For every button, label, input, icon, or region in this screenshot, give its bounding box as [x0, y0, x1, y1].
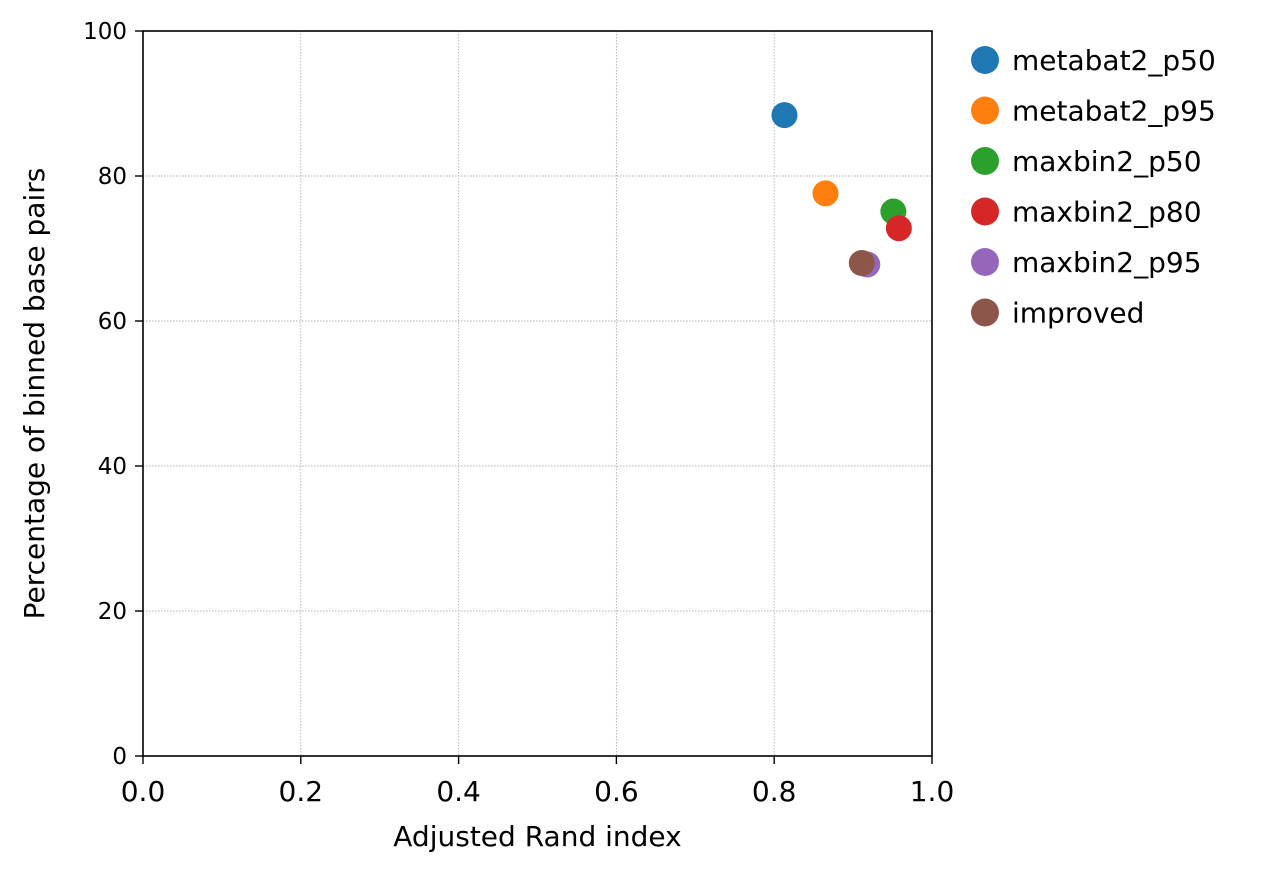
y-tick-label: 80 — [98, 164, 127, 190]
x-tick-label: 0.6 — [594, 775, 639, 808]
legend-entry-maxbin2_p80: maxbin2_p80 — [971, 196, 1202, 229]
legend-entry-maxbin2_p50: maxbin2_p50 — [971, 145, 1202, 178]
y-tick-label: 100 — [83, 19, 127, 45]
legend-entry-maxbin2_p95: maxbin2_p95 — [971, 246, 1202, 279]
data-points — [771, 102, 912, 278]
legend-label: maxbin2_p95 — [1012, 246, 1202, 279]
x-tick-label: 1.0 — [910, 775, 955, 808]
y-tick-label: 60 — [98, 309, 127, 335]
legend-marker — [971, 298, 999, 327]
data-point-maxbin2_p80 — [885, 215, 912, 242]
legend-label: maxbin2_p50 — [1012, 145, 1202, 178]
legend-entry-metabat2_p50: metabat2_p50 — [971, 44, 1216, 77]
legend-label: metabat2_p95 — [1012, 95, 1216, 128]
x-tick-label: 0.8 — [752, 775, 797, 808]
legend-entry-improved: improved — [971, 297, 1144, 330]
legend-label: maxbin2_p80 — [1012, 196, 1202, 229]
grid — [142, 30, 933, 757]
y-tick-label: 0 — [112, 744, 127, 770]
legend-marker — [971, 147, 999, 175]
legend-marker — [971, 46, 999, 74]
y-axis-label: Percentage of binned base pairs — [18, 168, 51, 620]
legend-marker — [971, 248, 999, 276]
data-point-improved — [848, 250, 875, 276]
ticks: 0.0 0.2 0.4 0.6 0.8 1.0 0 20 40 60 80 100 — [83, 19, 954, 808]
plot-frame — [142, 30, 933, 757]
data-point-metabat2_p50 — [771, 102, 798, 129]
legend: metabat2_p50 metabat2_p95 maxbin2_p50maxbi… — [971, 44, 1216, 330]
x-tick-label: 0.4 — [436, 775, 481, 808]
data-point-metabat2_p95 — [812, 180, 839, 207]
legend-label: improved — [1012, 297, 1144, 330]
x-axis-label: Adjusted Rand index — [393, 820, 681, 853]
legend-marker — [971, 197, 999, 226]
legend-label: metabat2_p50 — [1012, 44, 1216, 77]
legend-entry-metabat2_p95: metabat2_p95 — [971, 95, 1216, 128]
legend-marker — [971, 96, 999, 125]
y-tick-label: 40 — [98, 454, 127, 480]
x-tick-label: 0.0 — [121, 775, 166, 808]
x-tick-label: 0.2 — [279, 775, 324, 808]
y-tick-label: 20 — [98, 599, 127, 625]
